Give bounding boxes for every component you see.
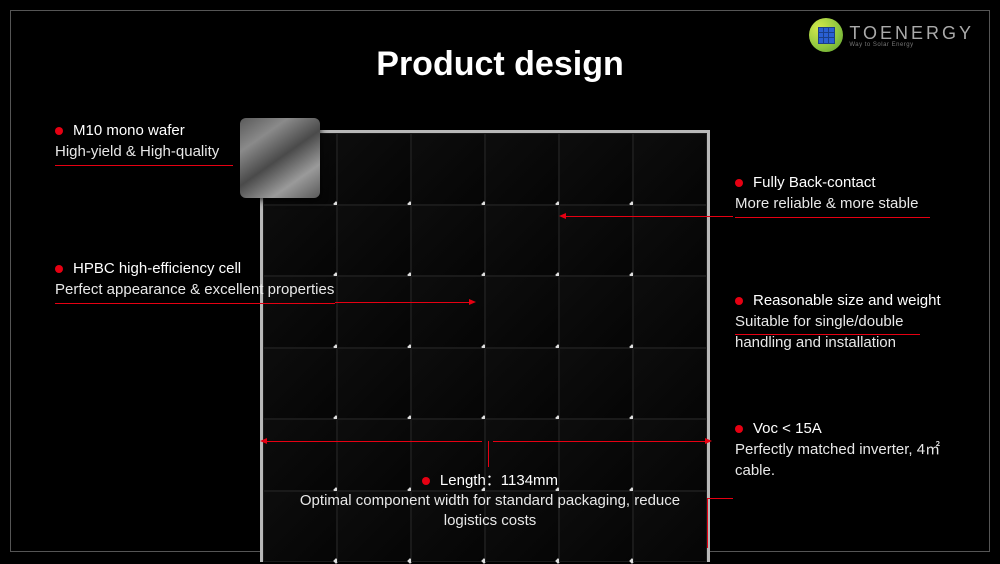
logo-icon (809, 18, 843, 52)
annotation-backcontact: Fully Back-contact More reliable & more … (735, 172, 945, 218)
back-title: Fully Back-contact (753, 174, 876, 191)
brand-name: TOENERGY (849, 23, 974, 44)
panel-cell (263, 348, 337, 420)
back-sub: More reliable & more stable (735, 193, 945, 214)
panel-cell (633, 133, 707, 205)
panel-cell (633, 348, 707, 420)
size-title: Reasonable size and weight (753, 292, 941, 309)
wafer-title: M10 mono wafer (73, 122, 185, 139)
panel-cell (411, 133, 485, 205)
panel-cell (633, 276, 707, 348)
panel-cell (337, 133, 411, 205)
panel-cell (485, 276, 559, 348)
length-arrow-right (493, 441, 706, 442)
panel-cell (411, 276, 485, 348)
annotation-wafer: M10 mono wafer High-yield & High-quality (55, 120, 245, 166)
hpbc-title: HPBC high-efficiency cell (73, 260, 241, 277)
annotation-hpbc: HPBC high-efficiency cell Perfect appear… (55, 258, 345, 304)
brand-logo: TOENERGY Way to Solar Energy (809, 18, 974, 52)
length-sub: Optimal component width for standard pac… (290, 491, 690, 532)
leader-back (565, 216, 733, 217)
wafer-sub: High-yield & High-quality (55, 141, 245, 162)
length-arrow-left (266, 441, 482, 442)
hpbc-sub: Perfect appearance & excellent propertie… (55, 279, 345, 300)
annotation-voc: Voc < 15A Perfectly matched inverter, 4㎡… (735, 418, 945, 481)
leader-voc-v (707, 498, 708, 548)
panel-cell (411, 348, 485, 420)
panel-cell (337, 205, 411, 277)
panel-cell (337, 348, 411, 420)
panel-cell (337, 276, 411, 348)
mono-wafer (240, 118, 320, 198)
annotation-size: Reasonable size and weight Suitable for … (735, 290, 955, 357)
leader-hpbc (335, 302, 470, 303)
voc-title: Voc < 15A (753, 420, 822, 437)
annotation-length: Length：1134mm Optimal component width fo… (290, 470, 690, 532)
panel-cell (485, 133, 559, 205)
leader-voc-h (707, 498, 733, 499)
panel-cell (485, 205, 559, 277)
panel-cell (559, 133, 633, 205)
panel-cell (559, 276, 633, 348)
voc-sub: Perfectly matched inverter, 4㎡ cable. (735, 439, 945, 481)
size-sub: Suitable for single/double handling and … (735, 311, 955, 353)
panel-cell (411, 205, 485, 277)
panel-cell (559, 348, 633, 420)
length-title: Length：1134mm (440, 472, 558, 489)
panel-cell (485, 348, 559, 420)
length-vertical (488, 441, 489, 467)
